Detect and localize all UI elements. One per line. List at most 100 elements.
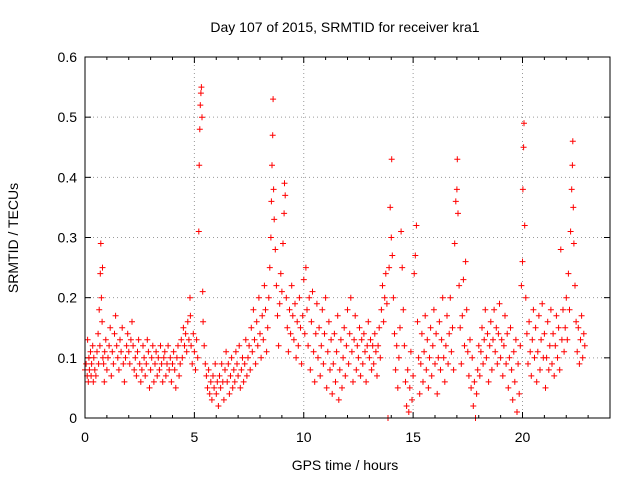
data-point bbox=[460, 276, 467, 283]
data-point bbox=[387, 204, 394, 211]
data-point bbox=[130, 342, 137, 349]
data-point bbox=[430, 306, 437, 313]
data-point bbox=[135, 336, 142, 343]
data-point bbox=[353, 366, 360, 373]
data-point bbox=[90, 354, 97, 361]
data-point bbox=[527, 348, 534, 355]
data-point bbox=[272, 246, 279, 253]
data-point bbox=[119, 324, 126, 331]
data-point bbox=[448, 348, 455, 355]
data-point bbox=[185, 336, 192, 343]
data-point bbox=[544, 318, 551, 325]
data-point bbox=[227, 372, 234, 379]
data-point bbox=[350, 378, 356, 385]
data-point bbox=[143, 360, 150, 367]
data-point bbox=[573, 318, 580, 325]
data-point bbox=[246, 342, 253, 349]
x-tick-label: 20 bbox=[515, 429, 531, 445]
data-point bbox=[269, 162, 275, 169]
data-point bbox=[270, 186, 277, 193]
data-point bbox=[155, 354, 162, 361]
data-point bbox=[153, 348, 160, 355]
data-point bbox=[447, 294, 454, 301]
data-point bbox=[519, 186, 526, 193]
data-point bbox=[101, 348, 108, 355]
data-point bbox=[192, 366, 199, 373]
data-point bbox=[222, 366, 228, 373]
data-point bbox=[383, 300, 390, 307]
data-point bbox=[552, 342, 559, 349]
data-point bbox=[164, 360, 170, 367]
data-point bbox=[362, 348, 368, 355]
data-point bbox=[382, 270, 389, 277]
data-point bbox=[400, 306, 407, 313]
data-point bbox=[532, 324, 539, 331]
data-point bbox=[148, 354, 155, 361]
data-point bbox=[197, 90, 204, 97]
data-point bbox=[181, 342, 188, 349]
data-point bbox=[433, 330, 440, 337]
data-point bbox=[245, 354, 251, 361]
data-point bbox=[453, 186, 460, 193]
data-point bbox=[375, 342, 382, 349]
data-point bbox=[195, 228, 202, 235]
data-point bbox=[365, 318, 372, 325]
data-point bbox=[388, 156, 395, 163]
data-point bbox=[232, 348, 239, 355]
data-point bbox=[115, 366, 122, 373]
data-point bbox=[561, 348, 568, 355]
data-point bbox=[569, 162, 576, 169]
data-point bbox=[259, 312, 266, 319]
data-point bbox=[389, 252, 396, 259]
data-point bbox=[89, 342, 96, 349]
data-point bbox=[234, 360, 240, 367]
data-point bbox=[84, 336, 91, 343]
data-point bbox=[542, 384, 549, 391]
data-point bbox=[413, 222, 420, 229]
data-point bbox=[341, 324, 348, 331]
data-point bbox=[306, 294, 313, 301]
data-point bbox=[290, 336, 297, 343]
data-point bbox=[159, 378, 166, 385]
plot-frame bbox=[84, 56, 611, 419]
data-point bbox=[417, 360, 424, 367]
data-point bbox=[339, 384, 345, 391]
data-point bbox=[266, 264, 273, 271]
data-point bbox=[111, 330, 118, 337]
data-point bbox=[399, 264, 406, 271]
data-point bbox=[467, 336, 473, 343]
data-point bbox=[392, 366, 399, 373]
data-point bbox=[286, 306, 293, 313]
data-point bbox=[226, 390, 233, 397]
data-point bbox=[123, 342, 130, 349]
data-point bbox=[134, 348, 141, 355]
data-point bbox=[398, 228, 405, 235]
data-point bbox=[285, 348, 292, 355]
data-point bbox=[426, 354, 433, 361]
data-point bbox=[538, 336, 545, 343]
data-point bbox=[275, 342, 282, 349]
data-point bbox=[545, 366, 552, 373]
data-point bbox=[474, 366, 481, 373]
data-point bbox=[165, 342, 172, 349]
data-point bbox=[372, 348, 379, 355]
data-point bbox=[516, 390, 523, 397]
data-point bbox=[106, 342, 113, 349]
y-tick-label: 0.4 bbox=[58, 169, 78, 185]
data-point bbox=[96, 306, 103, 313]
data-point bbox=[315, 354, 321, 361]
data-point bbox=[83, 360, 90, 367]
data-point bbox=[302, 264, 309, 271]
data-point bbox=[117, 336, 123, 343]
data-point bbox=[451, 240, 458, 247]
data-point bbox=[525, 360, 531, 367]
data-point bbox=[194, 354, 201, 361]
data-point bbox=[480, 360, 487, 367]
data-point bbox=[169, 360, 176, 367]
data-point bbox=[183, 348, 190, 355]
data-point bbox=[371, 330, 378, 337]
data-point bbox=[334, 312, 341, 319]
data-point bbox=[555, 324, 562, 331]
data-point bbox=[110, 360, 117, 367]
data-point bbox=[440, 354, 447, 361]
